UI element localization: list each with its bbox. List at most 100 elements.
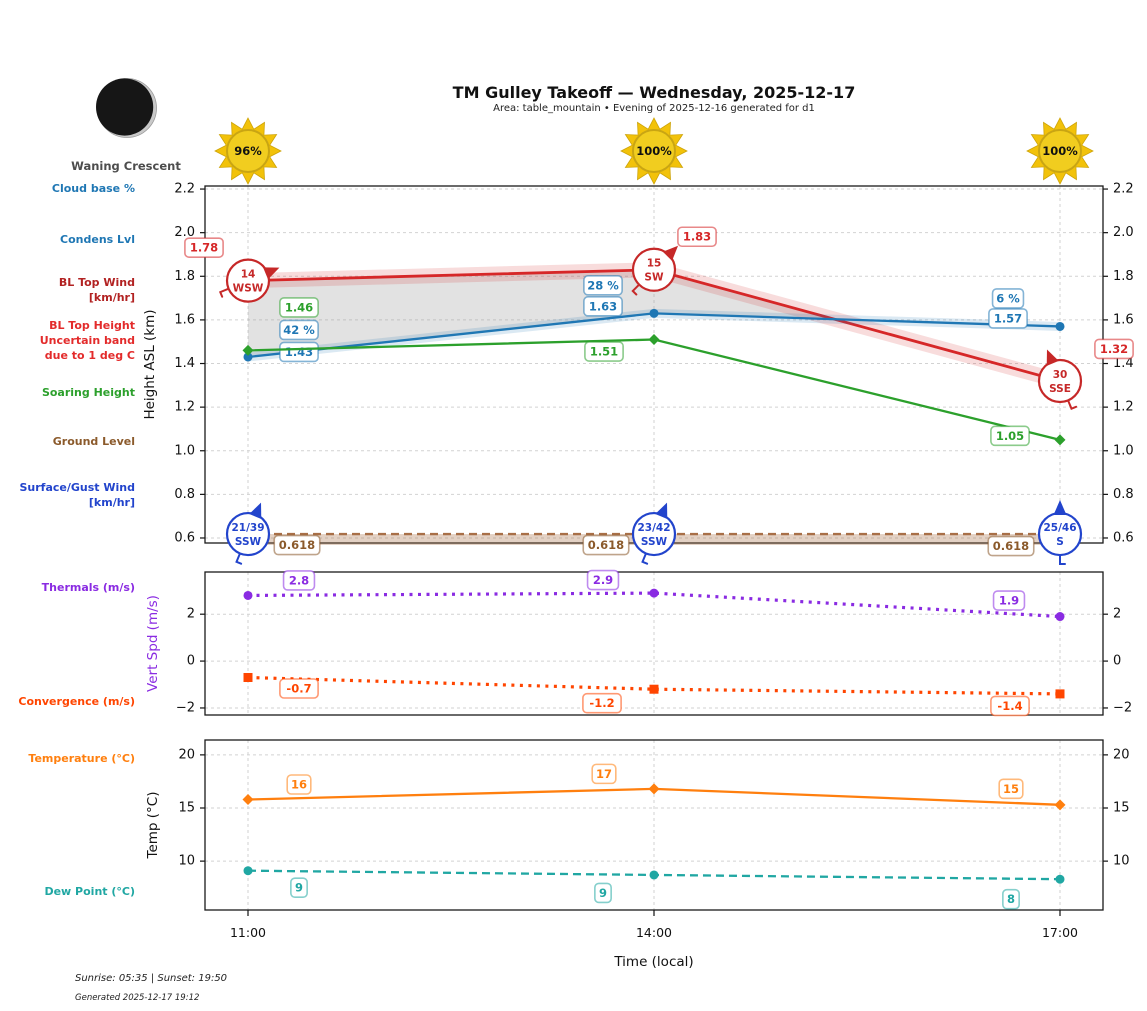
y-tick-label-right: 1.4: [1113, 356, 1134, 371]
y-tick-label-left: 1.8: [174, 269, 195, 284]
soaring-height-marker: [1054, 434, 1066, 446]
dew-point-marker: [243, 866, 253, 876]
soaring-height-marker: [648, 334, 660, 346]
temperature-value-label-box: [591, 763, 617, 785]
y-tick-label-left: 1.4: [174, 356, 195, 371]
soaring-height-value-label: 1.46: [285, 300, 313, 314]
surface-wind-marker-circle: [225, 511, 271, 557]
convergence-value-label: -1.4: [997, 699, 1022, 713]
y-tick-label-right: 0.8: [1113, 487, 1134, 502]
y-tick-label-left: 1.0: [174, 443, 195, 458]
surface-wind-marker-circle: [631, 511, 677, 557]
condensation-level-value-label-box: [184, 237, 224, 258]
cloud-base-pct-label-box: [583, 275, 623, 296]
thermals-label-line: Thermals (m/s): [41, 581, 135, 594]
surface-wind-marker-speed: 21/39: [231, 522, 264, 534]
bl-top-wind-marker-circle: [225, 258, 271, 303]
y-tick-label-right: −2: [1113, 700, 1132, 715]
x-tick-label: 14:00: [636, 925, 672, 940]
bl-top-height-label-line: BL Top Height: [49, 319, 135, 332]
sun-disc-icon: [1038, 129, 1082, 173]
bl-top-wind-marker-tail: [1067, 399, 1078, 410]
soaring-height-value-label: 1.51: [590, 345, 618, 359]
y-tick-label-right: 1.6: [1113, 312, 1134, 327]
surface-wind-marker-tail: [641, 552, 649, 565]
condensation-level-value-label: 1.78: [190, 241, 218, 255]
temperature-value-label: 15: [1003, 782, 1019, 796]
y-tick-label-right: 2: [1113, 607, 1121, 622]
temperature-marker: [242, 794, 254, 805]
temperature-marker: [648, 783, 660, 795]
convergence-label-line: Convergence (m/s): [18, 695, 135, 708]
temperature-label: Temperature (°C): [28, 751, 135, 766]
cloud-base-label-line: Cloud base %: [51, 182, 135, 195]
surface-wind-marker-arrow: [655, 502, 668, 519]
ground-level-value-label: 0.618: [588, 538, 624, 552]
bl-top-wind-marker-arrow: [1046, 349, 1059, 366]
cloud-base-label: Cloud base %: [52, 181, 135, 196]
ground-level-label-line: Ground Level: [52, 435, 135, 448]
surface-wind-label-line: Surface/Gust Wind: [19, 481, 136, 494]
moon-icon: [96, 78, 157, 138]
bl-condens-fill: [248, 269, 835, 357]
ground-level-value-label-box: [582, 534, 630, 556]
soaring-height-label-line: Soaring Height: [41, 386, 135, 399]
y-tick-label-right: 1.8: [1113, 269, 1134, 284]
thermals-value-label-box: [282, 570, 316, 591]
y-tick-label-right: 1.2: [1113, 400, 1134, 415]
y-tick-label-right: 0: [1113, 654, 1121, 669]
surface-wind-label-line: [km/hr]: [88, 496, 135, 509]
sunrise-sunset-text: Sunrise: 05:35 | Sunset: 19:50: [75, 973, 228, 984]
condens-lvl-label-line: Condens Lvl: [60, 233, 135, 246]
thermals-value-label: 2.9: [593, 573, 613, 587]
thermals-value-label-box: [586, 569, 620, 591]
bl-top-wind-marker-speed: 30: [1053, 369, 1068, 381]
thermals-marker: [649, 588, 659, 598]
dew-point-marker: [649, 870, 659, 880]
soaring-height-value-label: 1.05: [996, 429, 1024, 443]
moon-phase-label: Waning Crescent: [71, 159, 181, 173]
temperature-label-line: Temperature (°C): [28, 752, 135, 765]
condensation-level-value-label-box: [677, 226, 717, 248]
y-tick-label-right: 0.6: [1113, 530, 1134, 545]
bl-top-wind-marker-tail: [218, 287, 230, 298]
surface-wind-marker-arrow: [249, 502, 262, 519]
bl-top-height-value-label: 1.63: [589, 299, 617, 313]
y-tick-label-left: −2: [176, 700, 195, 715]
dew-point-label: Dew Point (°C): [44, 884, 135, 899]
y-tick-label-left: 10: [178, 854, 195, 869]
bl-top-wind-marker-circle: [631, 247, 677, 292]
thermals-marker: [243, 590, 253, 600]
dew-point-value-label: 9: [599, 886, 607, 900]
dew-point-value-label: 9: [295, 881, 303, 895]
y-tick-label-left: 15: [178, 801, 195, 816]
surface-wind-marker-dir: SSW: [235, 536, 262, 548]
bl-top-height-marker: [649, 308, 659, 318]
bl-top-height-value-label-box: [279, 341, 319, 363]
sun-disc-icon: [632, 129, 676, 173]
temperature-value-label-box: [998, 778, 1024, 800]
soaring-height-value-label-box: [279, 297, 319, 318]
x-axis-label: Time (local): [614, 954, 694, 970]
height-panel-bg: [205, 186, 1103, 543]
dew-point-value-label-box: [1002, 888, 1020, 910]
sun-percent-label: 96%: [234, 144, 262, 158]
y-tick-label-right: 10: [1113, 854, 1130, 869]
bl-top-wind-marker-speed: 14: [241, 269, 256, 281]
thermals-value-label-box: [992, 590, 1026, 611]
condens-lvl-label: Condens Lvl: [60, 232, 135, 247]
convergence-value-label: -0.7: [286, 681, 311, 695]
bl-top-wind-label-line: [km/hr]: [88, 291, 135, 304]
bl-top-wind-label: BL Top Wind [km/hr]: [59, 275, 135, 305]
y-tick-label-left: 20: [178, 747, 195, 762]
vertspd-ylabel: Vert Spd (m/s): [145, 595, 161, 692]
y-tick-label-right: 2.0: [1113, 225, 1134, 240]
cloud-base-pct-label-box: [991, 288, 1025, 309]
bl-top-height-label-line: Uncertain band: [39, 334, 135, 347]
convergence-marker: [1055, 689, 1065, 699]
soaring-height-label: Soaring Height: [42, 385, 135, 400]
dew-point-label-line: Dew Point (°C): [44, 885, 135, 898]
convergence-label: Convergence (m/s): [18, 694, 135, 709]
